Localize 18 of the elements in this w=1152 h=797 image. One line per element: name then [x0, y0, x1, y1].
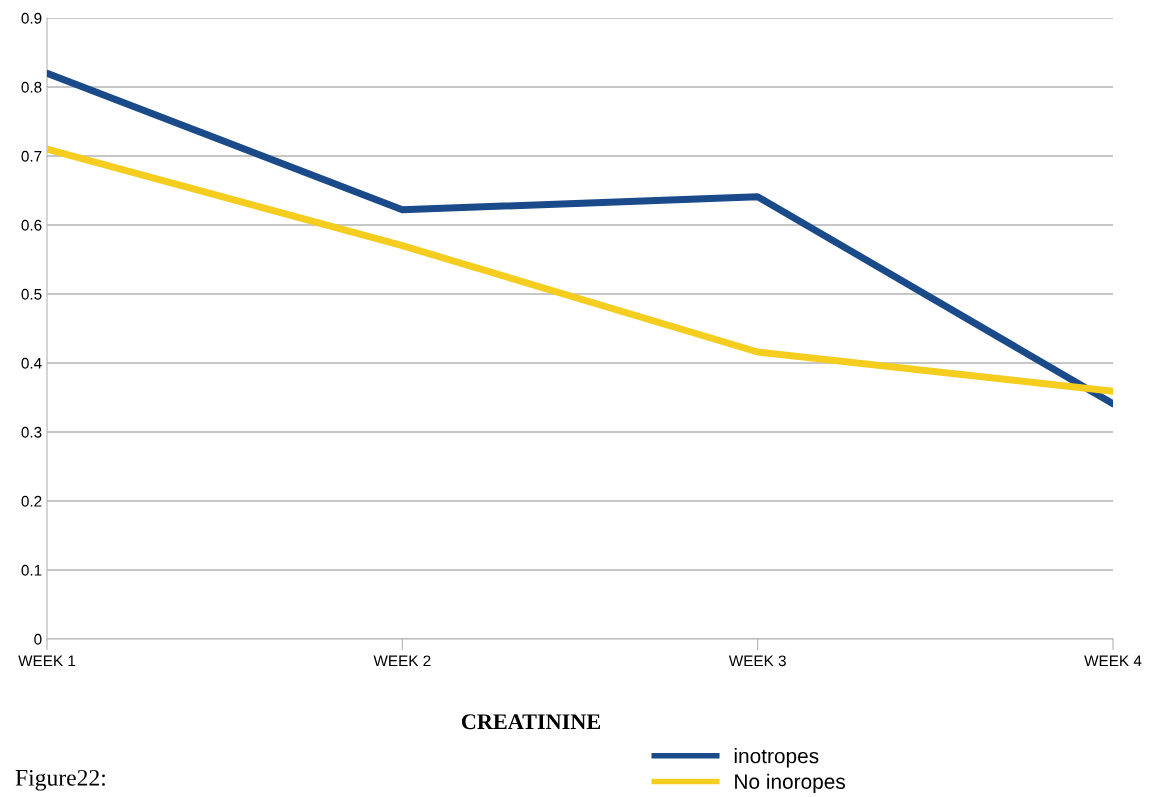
caption: Figure22:: [15, 769, 105, 791]
x-tick-label: WEEK 2: [373, 655, 431, 667]
x-tick-label: WEEK 3: [728, 655, 786, 667]
legend-label: inotropes: [734, 748, 819, 768]
legend-label: No inoropes: [735, 773, 845, 794]
y-tick-label: 0.9: [21, 12, 42, 24]
y-tick-label: 0.1: [21, 564, 42, 576]
x-tick-label: WEEK 4: [1084, 655, 1142, 667]
y-tick-label: 0.8: [21, 81, 42, 93]
y-tick-label: 0.6: [21, 219, 42, 231]
x-tick-label: WEEK 1: [18, 655, 76, 667]
y-tick-label: 0.5: [21, 288, 42, 300]
y-tick-label: 0.2: [21, 495, 42, 507]
y-tick-label: 0.7: [21, 150, 42, 162]
y-tick-label: 0.3: [21, 426, 42, 438]
y-tick-label: 0: [34, 633, 42, 645]
x-axis-title: CREATININE: [461, 714, 601, 730]
y-tick-label: 0.4: [21, 357, 42, 369]
